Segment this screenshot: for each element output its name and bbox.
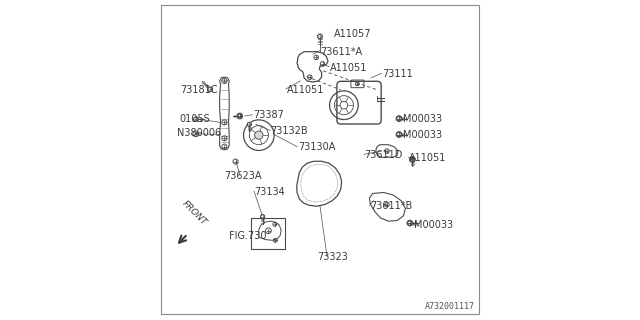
Circle shape <box>247 122 252 126</box>
Text: 73130A: 73130A <box>298 142 335 152</box>
Text: 73134: 73134 <box>255 187 285 197</box>
Text: M00033: M00033 <box>414 220 453 230</box>
Text: M00033: M00033 <box>403 130 442 140</box>
Circle shape <box>237 114 242 118</box>
Text: 73181C: 73181C <box>180 85 218 95</box>
Circle shape <box>255 131 263 139</box>
Text: 73623A: 73623A <box>225 171 262 181</box>
Text: 73132B: 73132B <box>271 126 308 136</box>
Text: 73387: 73387 <box>253 110 284 120</box>
Circle shape <box>397 132 401 137</box>
Circle shape <box>193 117 198 122</box>
Circle shape <box>397 116 401 121</box>
Text: 0105S: 0105S <box>180 114 211 124</box>
Text: 73611*B: 73611*B <box>371 201 413 211</box>
Text: 73111: 73111 <box>382 69 413 79</box>
Text: A11057: A11057 <box>334 29 372 39</box>
Text: A11051: A11051 <box>409 153 447 164</box>
Text: A11051: A11051 <box>330 63 367 73</box>
Text: A11051: A11051 <box>287 85 324 95</box>
Text: FRONT: FRONT <box>180 199 209 227</box>
Circle shape <box>260 215 265 219</box>
Text: FIG.730: FIG.730 <box>229 231 267 241</box>
Circle shape <box>208 87 212 92</box>
Circle shape <box>410 157 415 161</box>
Circle shape <box>408 221 412 225</box>
Circle shape <box>317 34 323 39</box>
Text: 73611D: 73611D <box>365 150 403 160</box>
Text: 73323: 73323 <box>317 252 348 262</box>
Text: N380006: N380006 <box>177 128 221 138</box>
Text: A732001117: A732001117 <box>424 302 474 311</box>
Text: M00033: M00033 <box>403 114 442 124</box>
Text: 73611*A: 73611*A <box>320 47 362 57</box>
